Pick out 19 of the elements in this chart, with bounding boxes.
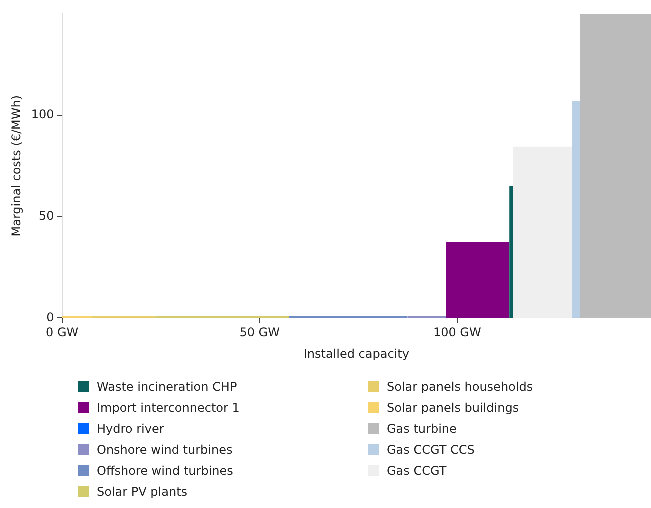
- x-tick-label: 0 GW: [46, 326, 79, 340]
- x-tick-label: 50 GW: [240, 326, 280, 340]
- legend-label: Solar PV plants: [97, 484, 188, 498]
- y-tick-label: 50: [39, 208, 54, 223]
- legend-label: Gas CCGT: [387, 464, 447, 478]
- legend-label: Solar panels households: [387, 380, 534, 394]
- legend-label: Waste incineration CHP: [97, 380, 238, 394]
- y-axis-title: Marginal costs (€/MWh): [9, 95, 24, 237]
- x-axis-title: Installed capacity: [304, 346, 410, 361]
- legend-label: Gas turbine: [387, 422, 457, 436]
- y-tick-label: 100: [31, 108, 54, 122]
- legend-label: Offshore wind turbines: [97, 464, 234, 478]
- legend-label: Import interconnector 1: [97, 400, 240, 414]
- legend-label: Hydro river: [97, 422, 164, 436]
- legend-label: Solar panels buildings: [387, 400, 520, 414]
- legend-label: Gas CCGT CCS: [387, 442, 475, 456]
- legend-label: Onshore wind turbines: [97, 442, 233, 456]
- y-tick-label: 0: [46, 310, 54, 324]
- x-tick-label: 100 GW: [433, 326, 482, 340]
